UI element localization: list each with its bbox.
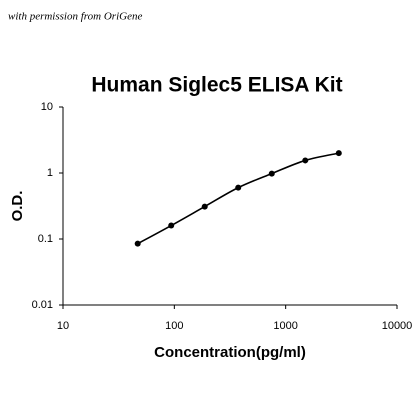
marker <box>168 222 175 229</box>
marker <box>201 203 208 210</box>
watermark: with permission from OriGene <box>8 11 142 23</box>
y-tick-label: 10 <box>41 101 53 113</box>
x-tick-label: 100 <box>165 320 183 332</box>
marker <box>302 157 309 164</box>
x-axis-label: Concentration(pg/ml) <box>154 344 306 361</box>
y-tick-label: 0.1 <box>38 233 53 245</box>
y-tick-label: 1 <box>47 167 53 179</box>
y-axis-label: O.D. <box>9 191 26 222</box>
marker <box>134 240 141 247</box>
x-tick-label: 10000 <box>382 320 413 332</box>
x-tick-label: 10 <box>57 320 69 332</box>
x-tick-label: 1000 <box>273 320 297 332</box>
line <box>137 152 339 245</box>
marker <box>268 170 275 177</box>
y-tick-label: 0.01 <box>32 299 53 311</box>
marker <box>235 184 242 191</box>
marker <box>335 150 342 157</box>
chart-title: Human Siglec5 ELISA Kit <box>91 74 342 97</box>
